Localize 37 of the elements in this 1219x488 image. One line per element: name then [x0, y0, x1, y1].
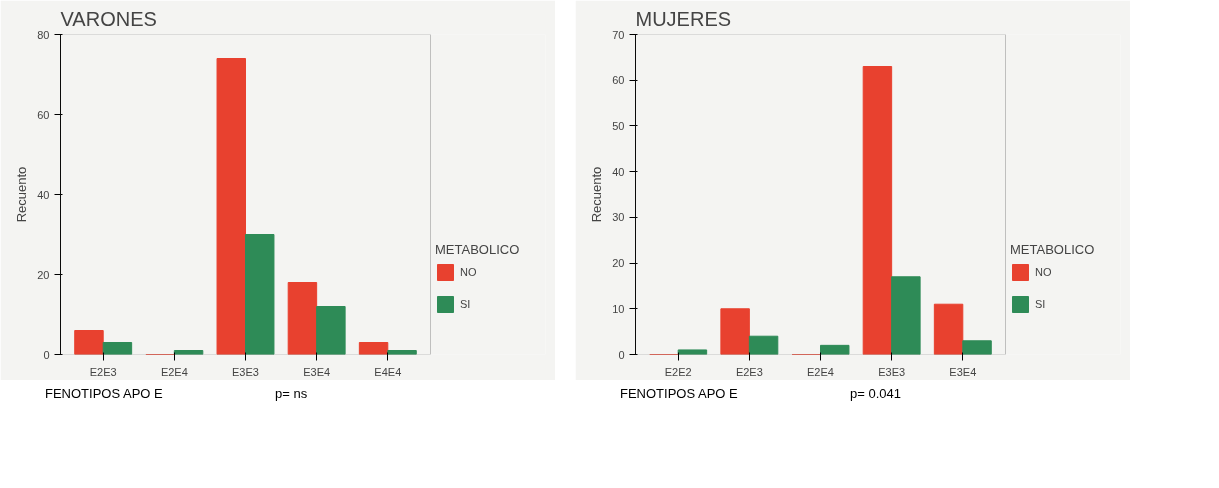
y-tick-label: 70 — [612, 28, 625, 41]
y-tick-label: 60 — [612, 74, 625, 87]
x-tick-label: E2E3 — [735, 365, 763, 378]
x-tick-label: E4E4 — [374, 365, 402, 378]
y-tick-label: 0 — [618, 348, 625, 361]
y-axis-title: Recuento — [14, 166, 30, 223]
x-tick-label: E2E3 — [89, 365, 117, 378]
chart-title: MUJERES — [635, 7, 732, 30]
x-axis-title: FENOTIPOS APO E — [45, 385, 163, 403]
x-axis-title: FENOTIPOS APO E — [620, 385, 738, 403]
y-tick-label: 30 — [612, 211, 625, 224]
y-tick-label: 20 — [612, 257, 625, 270]
y-tick-label: 10 — [612, 302, 625, 315]
y-tick-label: 50 — [612, 119, 625, 132]
x-tick-label: E2E4 — [160, 365, 188, 378]
x-tick-label: E3E3 — [878, 365, 906, 378]
legend-label: NO — [1035, 266, 1053, 278]
y-axis-title: Recuento — [589, 166, 605, 223]
y-tick-label: 40 — [612, 165, 625, 178]
legend-title: METABOLICO — [1010, 242, 1095, 257]
y-tick-label: 20 — [37, 268, 50, 281]
legend-label: SI — [1035, 298, 1047, 310]
x-tick-label: E3E3 — [232, 365, 259, 378]
legend-title: METABOLICO — [435, 242, 520, 257]
chart-title: VARONES — [60, 7, 157, 30]
text: p= ns — [275, 385, 308, 403]
y-tick-label: 0 — [43, 348, 50, 361]
x-tick-label: E3E4 — [303, 365, 331, 378]
y-tick-label: 40 — [37, 188, 50, 201]
x-tick-label: E2E4 — [807, 365, 834, 378]
legend-label: SI — [460, 298, 472, 310]
legend-label: NO — [460, 266, 478, 278]
text: p= 0.041 — [850, 385, 901, 403]
x-tick-label: E3E4 — [949, 365, 977, 378]
y-tick-label: 60 — [37, 108, 50, 121]
y-tick-label: 80 — [37, 28, 50, 41]
x-tick-label: E2E2 — [664, 365, 692, 378]
